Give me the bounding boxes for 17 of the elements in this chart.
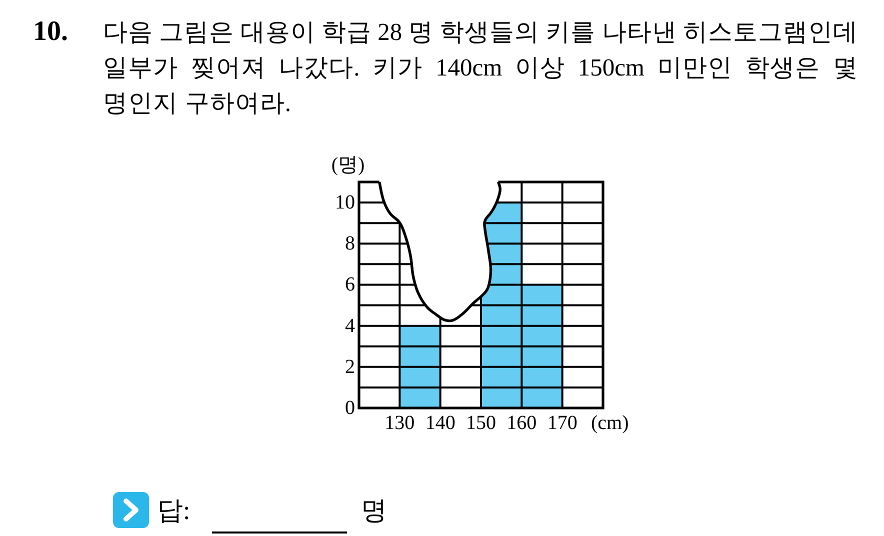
text: 답: <box>157 496 190 525</box>
x-axis-title: (cm) <box>591 412 629 434</box>
x-tick-label: 170 <box>547 412 578 434</box>
text: 다음 그림은 대용이 학급 28 명 학생들의 키를 나타낸 히스토그램인데 일부가 찢어져 나갔다. 키가 140cm 이상 150cm 미만인 학생은 몇 명인지 구하여라. <box>103 19 858 117</box>
x-tick-label: 160 <box>506 412 537 434</box>
x-tick-label: 130 <box>384 412 415 434</box>
y-tick-label: 4 <box>345 314 355 337</box>
y-tick-label: 2 <box>345 356 355 378</box>
y-tick-label: 10 <box>335 192 355 214</box>
y-axis-title: (명) <box>331 154 365 176</box>
y-tick-label: 6 <box>345 274 355 296</box>
x-tick-label: 140 <box>425 412 456 434</box>
y-tick-label: 8 <box>345 232 355 255</box>
text: 10. <box>33 16 68 47</box>
text: 명 <box>361 496 387 525</box>
y-tick-label: 0 <box>345 397 355 419</box>
x-tick-label: 150 <box>466 412 496 434</box>
